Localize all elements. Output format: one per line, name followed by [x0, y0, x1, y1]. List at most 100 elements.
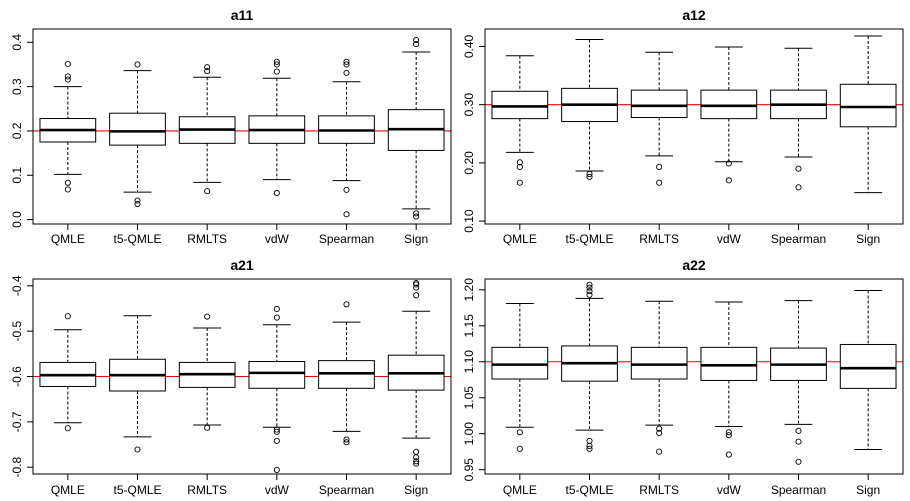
outlier-point [273, 466, 280, 473]
box-QMLE [39, 313, 97, 432]
iqr-box [839, 343, 897, 389]
box-Sign [839, 290, 897, 451]
y-tick-label: 0.30 [462, 93, 476, 117]
box-t5-QMLE [109, 315, 166, 453]
x-tick-label: QMLE [51, 483, 85, 497]
plot-frame [32, 28, 452, 225]
outlier-point [586, 291, 593, 298]
panel-title: a21 [230, 257, 254, 273]
iqr-box [700, 346, 758, 381]
outlier-point [413, 458, 420, 465]
x-tick-label: QMLE [503, 232, 537, 246]
box-Sign [839, 35, 897, 194]
x-tick-label: Sign [856, 232, 880, 246]
box-t5-QMLE [561, 38, 618, 180]
outlier-point [343, 69, 350, 76]
iqr-box [700, 89, 758, 120]
x-tick-label: t5-QMLE [113, 483, 161, 497]
y-tick-label: 1.05 [462, 386, 476, 410]
outlier-point [413, 213, 420, 220]
iqr-box [248, 361, 306, 389]
box-vdW [700, 46, 758, 184]
outlier-point [204, 188, 211, 195]
outlier-point [273, 58, 280, 65]
box-Spearman [770, 47, 827, 191]
box-RMLTS [630, 51, 688, 186]
y-tick-label: 0.10 [462, 209, 476, 233]
iqr-box [839, 83, 897, 128]
box-t5-QMLE [109, 61, 166, 208]
outlier-point [413, 448, 420, 455]
outlier-point [343, 301, 350, 308]
panel-title: a22 [682, 257, 706, 273]
box-QMLE [491, 302, 549, 452]
iqr-box [491, 90, 549, 120]
plot-frame [484, 28, 904, 225]
panel-a22: a22 0.95 1.00 1.05 1.10 1.15 1.20 QMLE t5-QMLE RM… [462, 257, 904, 497]
outlier-point [795, 438, 802, 445]
x-tick-label: vdW [265, 483, 290, 497]
outlier-point [273, 68, 280, 75]
y-tick-label: 0.0 [10, 211, 24, 228]
outlier-point [273, 426, 280, 433]
outlier-point [273, 305, 280, 312]
outlier-point [343, 439, 350, 446]
outlier-point [413, 284, 420, 291]
x-tick-label: QMLE [51, 232, 85, 246]
outlier-point [204, 313, 211, 320]
outlier-point [586, 173, 593, 180]
y-tick-label: -0.7 [10, 411, 24, 432]
plot-frame [484, 278, 904, 475]
outlier-point [516, 179, 523, 186]
plot-frame [32, 278, 452, 475]
box-RMLTS [630, 300, 688, 455]
outlier-point [273, 61, 280, 68]
y-tick-label: 0.95 [462, 458, 476, 482]
x-tick-label: Spearman [771, 232, 826, 246]
x-tick-label: Sign [856, 483, 880, 497]
box-Spearman [318, 301, 375, 446]
y-tick-label: 0.2 [10, 122, 24, 139]
outlier-point [516, 429, 523, 436]
y-tick-label: -0.4 [10, 275, 24, 296]
outlier-point [516, 159, 523, 166]
y-tick-label: 1.20 [462, 278, 476, 302]
x-tick-label: Spearman [319, 232, 374, 246]
outlier-point [64, 425, 71, 432]
outlier-point [586, 437, 593, 444]
panel-a21: a21 -0.8 -0.7 -0.6 -0.5 -0.4 QMLE t5-QMLE RMLTS v… [10, 257, 452, 497]
y-tick-label: 0.40 [462, 34, 476, 58]
x-tick-label: vdW [717, 232, 742, 246]
outlier-point [413, 460, 420, 467]
outlier-point [273, 437, 280, 444]
x-tick-label: RMLTS [639, 232, 679, 246]
outlier-point [273, 314, 280, 321]
outlier-point [795, 458, 802, 465]
iqr-box [630, 89, 688, 118]
y-tick-label: 0.20 [462, 151, 476, 175]
outlier-point [656, 425, 663, 432]
box-Spearman [770, 300, 827, 465]
x-tick-label: Sign [404, 483, 428, 497]
outlier-point [64, 73, 71, 80]
outlier-point [516, 163, 523, 171]
box-t5-QMLE [561, 281, 618, 452]
outlier-point [134, 61, 141, 68]
x-tick-label: vdW [717, 483, 742, 497]
panel-title: a11 [231, 7, 254, 23]
outlier-point [134, 197, 141, 204]
y-tick-label: -0.6 [10, 366, 24, 387]
y-tick-label: -0.5 [10, 320, 24, 341]
x-tick-label: t5-QMLE [565, 232, 613, 246]
panel-title: a12 [682, 7, 706, 23]
outlier-point [64, 60, 71, 68]
outlier-point [273, 189, 280, 197]
outlier-point [204, 64, 211, 71]
box-vdW [248, 58, 306, 197]
x-tick-label: RMLTS [187, 483, 227, 497]
outlier-point [64, 186, 71, 193]
box-QMLE [491, 55, 549, 186]
outlier-point [725, 177, 732, 184]
outlier-point [413, 210, 420, 217]
